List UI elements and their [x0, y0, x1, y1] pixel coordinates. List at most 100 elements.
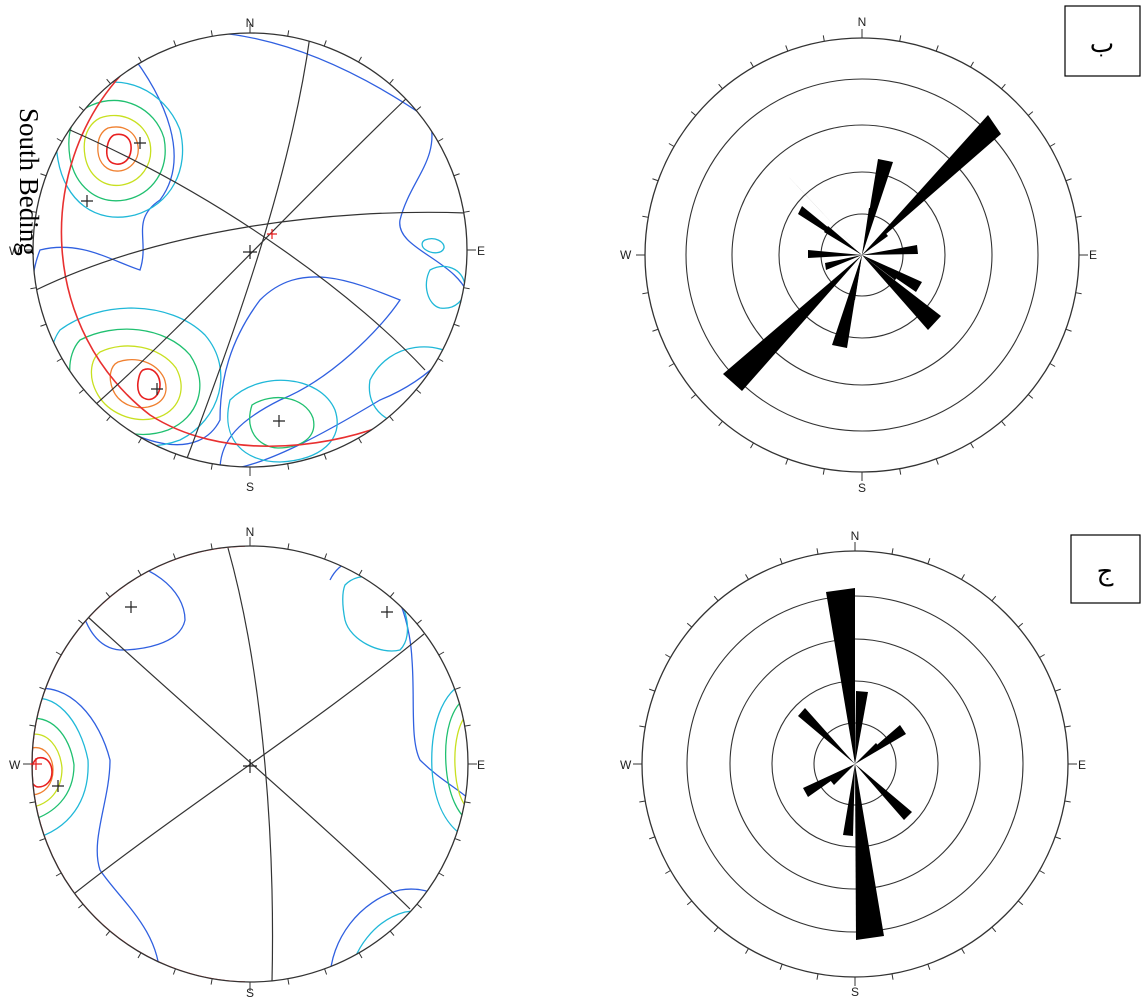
contour-cyan — [342, 576, 409, 652]
tick-mark — [1049, 363, 1056, 367]
tick-mark — [210, 978, 213, 985]
west-label: W — [9, 244, 21, 258]
tick-mark — [78, 106, 85, 111]
west-label: W — [620, 248, 632, 262]
tick-mark — [463, 287, 470, 290]
tick-mark — [287, 463, 290, 470]
tick-mark — [323, 40, 327, 47]
tick-mark — [649, 836, 656, 840]
tick-mark — [1039, 870, 1045, 874]
tick-mark — [39, 686, 46, 690]
east-label: E — [477, 244, 485, 258]
panel-label-top: ب — [1090, 29, 1114, 59]
bedding-great-circle — [60, 74, 386, 448]
ring — [778, 171, 946, 339]
south-label: S — [246, 480, 254, 494]
rose-petal — [830, 764, 855, 785]
pole-plus — [381, 606, 393, 618]
tick-mark — [690, 111, 697, 116]
tick-mark — [29, 724, 36, 727]
rose-petal — [808, 250, 862, 258]
tick-mark — [454, 838, 461, 842]
tick-mark — [173, 40, 177, 47]
tick-mark — [779, 963, 783, 970]
tick-mark — [30, 287, 37, 290]
rose-petal — [843, 764, 855, 836]
tick-mark — [891, 973, 894, 980]
tick-mark — [961, 948, 965, 954]
rose-diagram-bottom-right: N S E W — [620, 529, 1086, 999]
tick-mark — [750, 61, 754, 68]
bedding-label: South Beding — [14, 108, 44, 256]
north-label: N — [246, 525, 255, 539]
tick-mark — [78, 903, 84, 909]
tick-mark — [437, 138, 444, 142]
tick-mark — [30, 210, 37, 213]
tick-mark — [822, 468, 825, 475]
tick-mark — [437, 358, 444, 362]
tick-marks — [23, 537, 477, 991]
rose-petal — [862, 231, 888, 255]
tick-mark — [210, 30, 213, 37]
tick-mark — [415, 106, 422, 111]
east-label: E — [477, 758, 485, 772]
south-label: S — [246, 986, 254, 999]
rose-petal — [824, 226, 862, 255]
tick-mark — [137, 952, 142, 959]
tick-mark — [899, 35, 902, 42]
tick-mark — [652, 178, 659, 182]
tick-mark — [642, 292, 649, 295]
north-label: N — [858, 15, 867, 29]
tick-mark — [287, 978, 290, 985]
tick-mark — [785, 45, 789, 52]
rose-petal — [798, 708, 855, 764]
rose-petal — [862, 255, 899, 280]
tick-mark — [970, 442, 974, 449]
tick-mark — [40, 173, 47, 177]
bedding-great-circle — [32, 546, 246, 982]
great-circle-3 — [35, 211, 467, 291]
tick-mark — [961, 574, 965, 580]
rose-petal — [832, 255, 862, 348]
ring — [685, 78, 1039, 432]
tick-mark — [665, 870, 671, 874]
tick-mark — [822, 35, 825, 42]
rose-petal — [723, 255, 862, 391]
tick-mark — [745, 574, 749, 580]
panel-label-box-top: ب — [1064, 5, 1141, 77]
tick-mark — [464, 801, 471, 804]
tick-mark — [358, 569, 363, 576]
north-label: N — [851, 529, 860, 543]
pole-plus — [243, 759, 257, 773]
tick-mark — [463, 210, 470, 213]
tick-mark — [78, 619, 84, 625]
tick-mark — [745, 948, 749, 954]
tick-mark — [210, 543, 213, 550]
ring — [731, 124, 993, 386]
contour-yellow-s — [90, 345, 182, 421]
tick-mark — [1065, 178, 1072, 182]
east-label: E — [1078, 758, 1086, 772]
tick-mark — [453, 323, 460, 327]
tick-mark — [173, 453, 177, 460]
tick-marks — [24, 24, 476, 476]
tick-mark — [779, 558, 783, 565]
rose-diagram-top-right: N S E W — [620, 15, 1097, 495]
pole-plus — [30, 758, 42, 770]
tick-mark — [750, 442, 754, 449]
rose-petal — [848, 255, 862, 300]
tick-mark — [138, 437, 142, 444]
contour-green-se — [249, 397, 315, 449]
tick-mark — [39, 838, 46, 842]
tick-mark — [935, 45, 939, 52]
rose-petal — [862, 245, 918, 255]
tick-mark — [1064, 725, 1071, 728]
tick-mark — [690, 394, 697, 399]
tick-mark — [713, 926, 719, 933]
contour-red — [105, 133, 132, 165]
tick-mark — [40, 323, 47, 327]
rose-petal — [855, 743, 880, 764]
contour-cyan — [431, 679, 468, 841]
south-label: S — [851, 985, 859, 999]
contour-cyan — [55, 81, 184, 218]
